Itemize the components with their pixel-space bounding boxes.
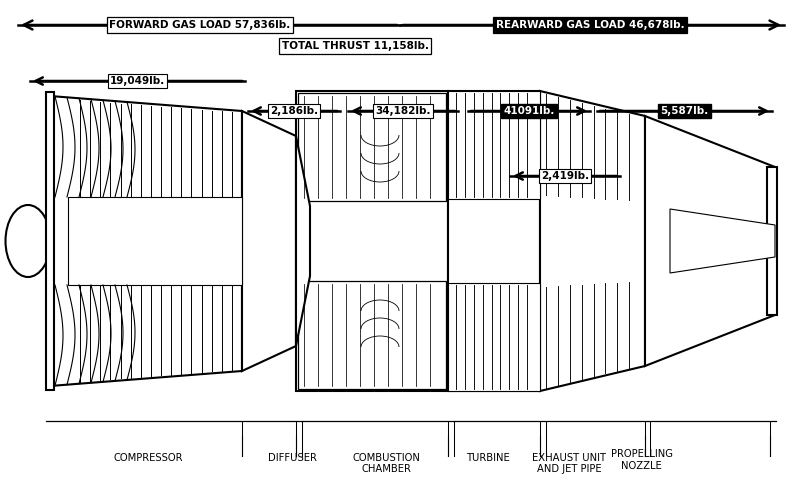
Ellipse shape [6,205,51,277]
Polygon shape [670,209,775,273]
Text: COMBUSTION
CHAMBER: COMBUSTION CHAMBER [353,452,420,474]
Polygon shape [448,283,540,391]
Text: 19,049lb.: 19,049lb. [110,76,165,86]
Polygon shape [540,91,645,391]
Polygon shape [296,136,310,346]
Text: FORWARD GAS LOAD 57,836lb.: FORWARD GAS LOAD 57,836lb. [109,20,290,30]
Polygon shape [448,91,540,199]
Text: 5,587lb.: 5,587lb. [660,106,709,116]
Text: 34,182lb.: 34,182lb. [375,106,431,116]
Bar [448,91,540,391]
Text: DIFFUSER: DIFFUSER [269,453,317,463]
Bar [46,92,54,390]
Polygon shape [68,197,242,285]
Text: 41091lb.: 41091lb. [504,106,555,116]
Polygon shape [645,116,775,366]
Polygon shape [50,96,242,386]
Text: 2,419lb.: 2,419lb. [541,171,589,181]
Text: 2,186lb.: 2,186lb. [270,106,318,116]
Text: REARWARD GAS LOAD 46,678lb.: REARWARD GAS LOAD 46,678lb. [496,20,684,30]
Text: TOTAL THRUST 11,158lb.: TOTAL THRUST 11,158lb. [282,41,428,51]
Polygon shape [242,111,296,371]
Bar [298,281,446,389]
Bar [767,167,777,315]
Bar [298,93,446,201]
Text: PROPELLING
NOZZLE: PROPELLING NOZZLE [610,449,673,471]
Text: EXHAUST UNIT
AND JET PIPE: EXHAUST UNIT AND JET PIPE [533,452,606,474]
Text: TURBINE: TURBINE [466,453,509,463]
Text: COMPRESSOR: COMPRESSOR [114,453,183,463]
Bar [296,91,448,391]
